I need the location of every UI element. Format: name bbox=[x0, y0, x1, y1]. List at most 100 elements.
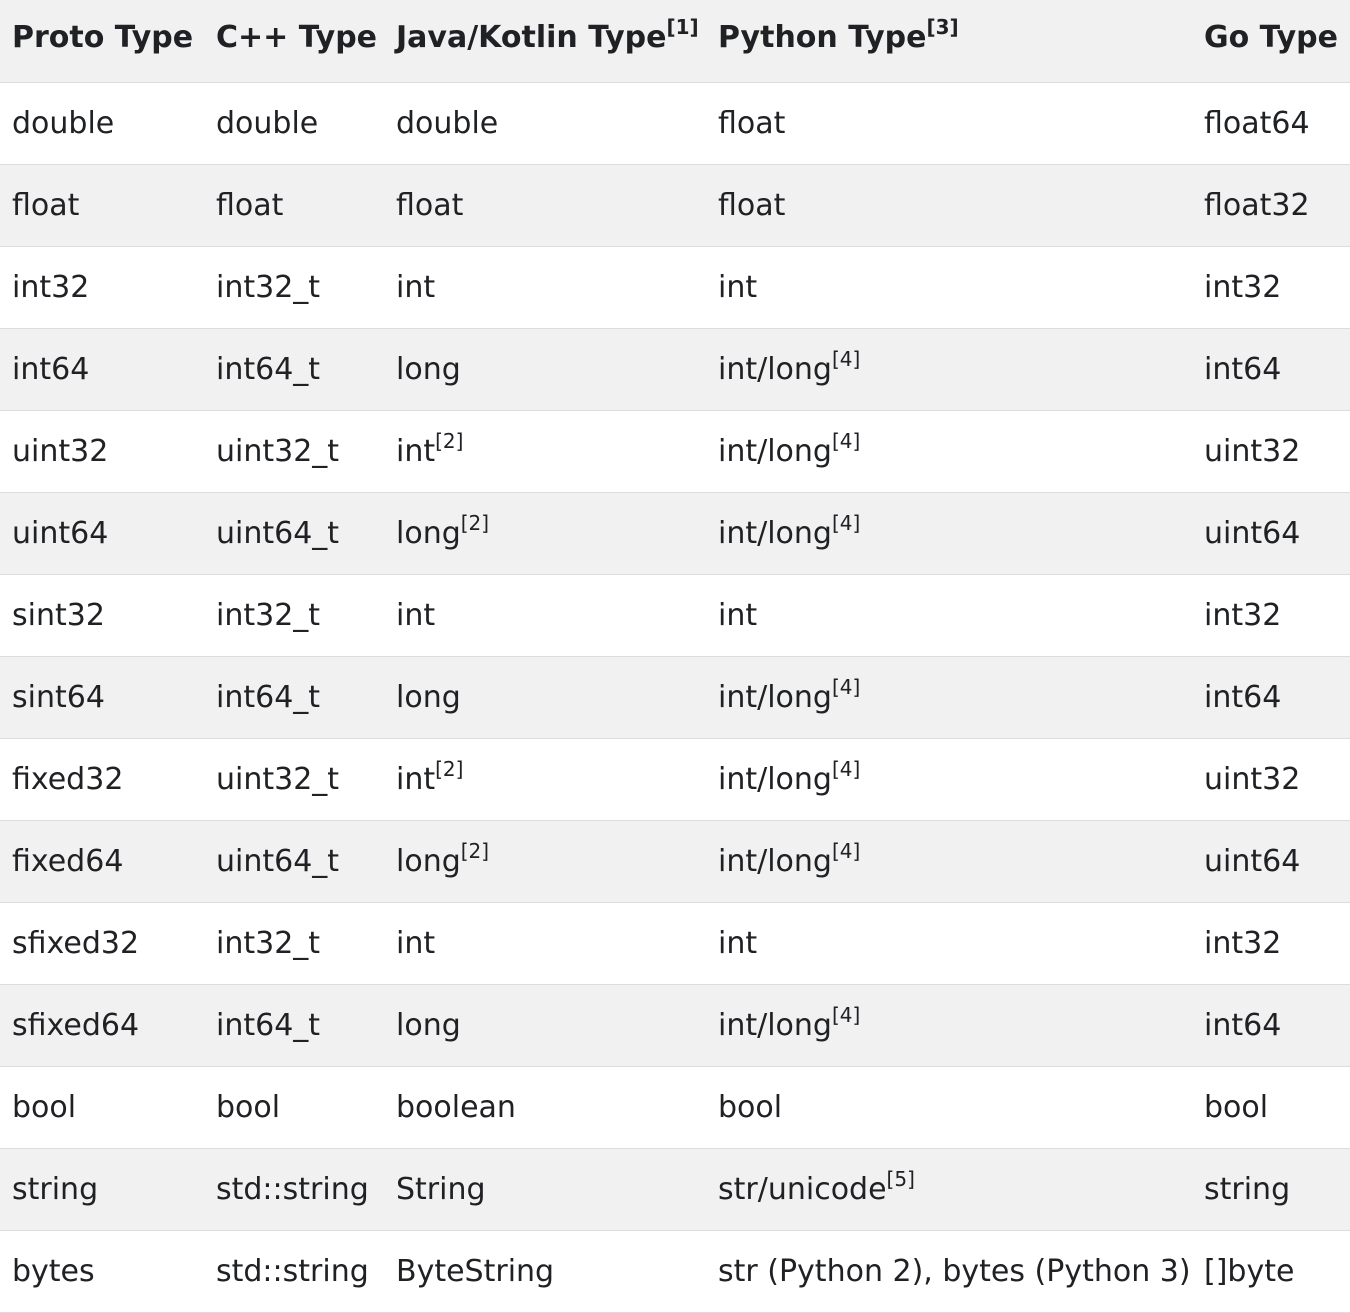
cell-value: int bbox=[396, 761, 436, 797]
footnote-link[interactable]: [4] bbox=[831, 838, 861, 863]
header-python-type: Python Type[3] bbox=[706, 0, 1192, 83]
cell-value: long bbox=[396, 843, 461, 879]
footnote-link[interactable]: [5] bbox=[886, 1166, 915, 1191]
cell-value: int bbox=[718, 269, 758, 305]
cell-java-kotlin-type: ByteString bbox=[384, 1230, 706, 1313]
cell-cpp-type: uint64_t bbox=[204, 820, 384, 903]
cell-value: int32 bbox=[1204, 597, 1282, 633]
header-label: Go Type bbox=[1204, 20, 1338, 56]
cell-value: int64_t bbox=[216, 679, 321, 715]
header-proto-type: Proto Type bbox=[0, 0, 204, 83]
table-row: sfixed64 int64_t long int/long[4] int64 bbox=[0, 984, 1350, 1067]
footnote-link[interactable]: [4] bbox=[831, 510, 861, 535]
cell-go-type: int32 bbox=[1192, 902, 1350, 985]
cell-java-kotlin-type: double bbox=[384, 82, 706, 165]
header-java-kotlin-type: Java/Kotlin Type[1] bbox=[384, 0, 706, 83]
cell-value: int64 bbox=[1204, 679, 1282, 715]
footnote-link[interactable]: [4] bbox=[831, 674, 861, 699]
cell-value: long bbox=[396, 679, 461, 715]
cell-cpp-type: std::string bbox=[204, 1148, 384, 1231]
table-row: fixed32 uint32_t int[2] int/long[4] uint32 bbox=[0, 738, 1350, 821]
cell-value: boolean bbox=[396, 1089, 516, 1125]
cell-proto-type: sint32 bbox=[0, 574, 204, 657]
cell-value: sint32 bbox=[12, 597, 105, 633]
cell-value: float bbox=[216, 187, 284, 223]
footnote-link[interactable]: [3] bbox=[926, 15, 959, 40]
cell-value: long bbox=[396, 1007, 461, 1043]
cell-cpp-type: int32_t bbox=[204, 246, 384, 329]
cell-value: str (Python 2), bytes (Python 3) bbox=[718, 1253, 1191, 1289]
cell-value: bool bbox=[216, 1089, 281, 1125]
cell-value: fixed64 bbox=[12, 843, 124, 879]
cell-value: float bbox=[12, 187, 80, 223]
footnote-link[interactable]: [4] bbox=[831, 428, 861, 453]
table-row: double double double float float64 bbox=[0, 82, 1350, 165]
cell-value: int64 bbox=[12, 351, 90, 387]
header-go-type: Go Type bbox=[1192, 0, 1350, 83]
cell-cpp-type: uint32_t bbox=[204, 738, 384, 821]
cell-cpp-type: std::string bbox=[204, 1230, 384, 1313]
cell-python-type: int/long[4] bbox=[706, 410, 1192, 493]
cell-java-kotlin-type: int bbox=[384, 246, 706, 329]
cell-go-type: string bbox=[1192, 1148, 1350, 1231]
cell-value: sfixed64 bbox=[12, 1007, 140, 1043]
cell-value: str/unicode bbox=[718, 1171, 887, 1207]
footnote-link[interactable]: [2] bbox=[460, 510, 490, 535]
table-row: sfixed32 int32_t int int int32 bbox=[0, 902, 1350, 985]
cell-python-type: str (Python 2), bytes (Python 3) bbox=[706, 1230, 1192, 1313]
cell-python-type: int/long[4] bbox=[706, 984, 1192, 1067]
cell-value: int64_t bbox=[216, 351, 321, 387]
cell-value: int bbox=[718, 597, 758, 633]
cell-value: int64_t bbox=[216, 1007, 321, 1043]
footnote-link[interactable]: [2] bbox=[435, 428, 464, 453]
table-row: int32 int32_t int int int32 bbox=[0, 246, 1350, 329]
cell-cpp-type: uint32_t bbox=[204, 410, 384, 493]
cell-value: int32_t bbox=[216, 269, 321, 305]
footnote-link[interactable]: [1] bbox=[666, 15, 699, 40]
cell-proto-type: bool bbox=[0, 1066, 204, 1149]
cell-value: []byte bbox=[1204, 1253, 1295, 1289]
footnote-link[interactable]: [2] bbox=[460, 838, 490, 863]
cell-java-kotlin-type: long[2] bbox=[384, 492, 706, 575]
cell-proto-type: fixed32 bbox=[0, 738, 204, 821]
footnote-link[interactable]: [4] bbox=[831, 756, 861, 781]
cell-python-type: int bbox=[706, 246, 1192, 329]
cell-value: uint32 bbox=[1204, 433, 1301, 469]
cell-go-type: int64 bbox=[1192, 984, 1350, 1067]
cell-value: int bbox=[396, 597, 436, 633]
cell-python-type: int/long[4] bbox=[706, 738, 1192, 821]
cell-proto-type: sfixed32 bbox=[0, 902, 204, 985]
cell-cpp-type: int64_t bbox=[204, 328, 384, 411]
cell-value: double bbox=[216, 105, 319, 141]
cell-value: uint64_t bbox=[216, 843, 340, 879]
cell-go-type: bool bbox=[1192, 1066, 1350, 1149]
table-row: int64 int64_t long int/long[4] int64 bbox=[0, 328, 1350, 411]
cell-python-type: float bbox=[706, 164, 1192, 247]
cell-cpp-type: int32_t bbox=[204, 574, 384, 657]
cell-value: int/long bbox=[718, 351, 832, 387]
cell-value: float bbox=[396, 187, 464, 223]
cell-proto-type: fixed64 bbox=[0, 820, 204, 903]
cell-python-type: int bbox=[706, 902, 1192, 985]
cell-go-type: float64 bbox=[1192, 82, 1350, 165]
cell-value: int/long bbox=[718, 433, 832, 469]
footnote-link[interactable]: [4] bbox=[831, 346, 861, 371]
cell-value: ByteString bbox=[396, 1253, 555, 1289]
cell-proto-type: sfixed64 bbox=[0, 984, 204, 1067]
header-label: C++ Type bbox=[216, 20, 378, 56]
footnote-link[interactable]: [4] bbox=[831, 1002, 861, 1027]
cell-proto-type: int32 bbox=[0, 246, 204, 329]
cell-value: double bbox=[12, 105, 115, 141]
cell-go-type: int64 bbox=[1192, 656, 1350, 739]
cell-cpp-type: float bbox=[204, 164, 384, 247]
cell-value: uint64_t bbox=[216, 515, 340, 551]
cell-python-type: int/long[4] bbox=[706, 656, 1192, 739]
table-row: bool bool boolean bool bool bbox=[0, 1066, 1350, 1149]
footnote-link[interactable]: [2] bbox=[435, 756, 464, 781]
cell-go-type: int32 bbox=[1192, 574, 1350, 657]
cell-python-type: str/unicode[5] bbox=[706, 1148, 1192, 1231]
cell-python-type: float bbox=[706, 82, 1192, 165]
cell-proto-type: uint64 bbox=[0, 492, 204, 575]
cell-go-type: []byte bbox=[1192, 1230, 1350, 1313]
